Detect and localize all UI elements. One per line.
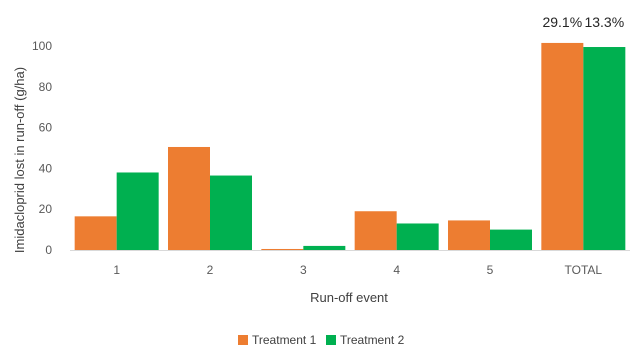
data-label: 29.1% — [542, 14, 582, 30]
y-tick-label: 0 — [45, 243, 52, 257]
bar-treatment-2-3 — [303, 245, 346, 250]
bar-treatment-1-1 — [74, 216, 117, 250]
bar-treatment-2-2 — [210, 175, 252, 250]
legend-label: Treatment 2 — [340, 333, 405, 347]
bar-treatment-2-1 — [116, 172, 159, 250]
x-axis-ticks: 1 2 3 4 5 TOTAL — [113, 263, 602, 277]
x-tick-label: 5 — [487, 263, 494, 277]
x-tick-label: TOTAL — [565, 263, 603, 277]
data-label: 13.3% — [584, 14, 624, 30]
data-labels: 29.1% 13.3% — [542, 14, 624, 30]
y-axis-title: Imidacloprid lost in run-off (g/ha) — [12, 67, 27, 253]
y-axis-ticks: 0 20 40 60 80 100 — [32, 39, 52, 257]
y-tick-label: 100 — [32, 39, 52, 53]
bar-treatment-1-3 — [261, 248, 304, 250]
legend-swatch — [238, 335, 248, 345]
bars — [74, 42, 626, 250]
bar-treatment-2-5 — [490, 229, 532, 250]
bar-treatment-1-2 — [168, 146, 210, 250]
bar-treatment-2-total — [583, 47, 626, 250]
y-tick-label: 60 — [39, 121, 53, 135]
bar-treatment-1-5 — [448, 220, 490, 250]
y-tick-label: 20 — [39, 202, 53, 216]
legend: Treatment 1 Treatment 2 — [238, 333, 405, 347]
x-tick-label: 2 — [207, 263, 214, 277]
legend-swatch — [326, 335, 336, 345]
x-axis-title: Run-off event — [310, 290, 388, 305]
y-tick-label: 80 — [39, 80, 53, 94]
legend-label: Treatment 1 — [252, 333, 317, 347]
x-tick-label: 4 — [393, 263, 400, 277]
x-tick-label: 3 — [300, 263, 307, 277]
bar-treatment-1-total — [541, 42, 584, 250]
bar-treatment-1-4 — [354, 211, 397, 250]
x-tick-label: 1 — [113, 263, 120, 277]
bar-treatment-2-4 — [396, 223, 439, 250]
y-tick-label: 40 — [39, 161, 53, 175]
